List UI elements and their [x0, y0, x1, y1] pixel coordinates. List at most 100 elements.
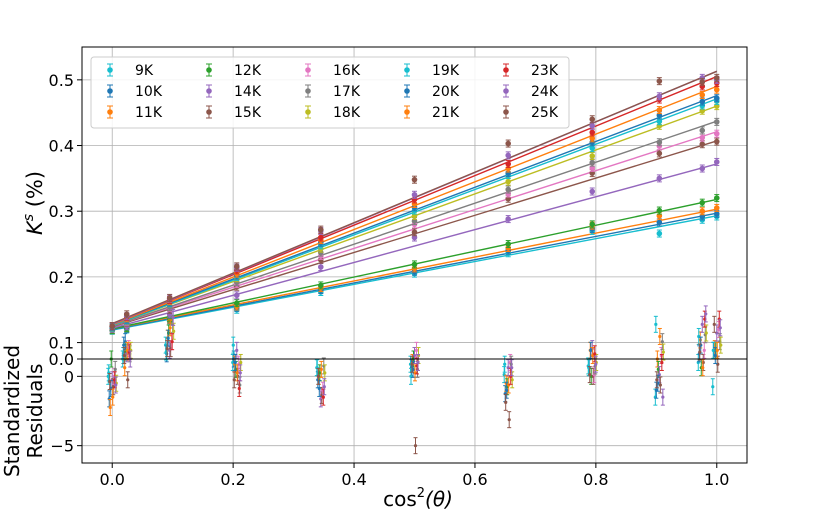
residual-point-23K: [660, 360, 664, 365]
fit-line-14K: [112, 163, 717, 329]
legend-marker-dot-11K: [107, 109, 113, 115]
legend-marker-dot-17K: [305, 88, 311, 94]
data-point-25K: [233, 263, 240, 270]
legend-label-10K: 10K: [135, 84, 163, 100]
residual-point-18K: [661, 350, 665, 354]
residual-point-18K: [510, 378, 514, 382]
data-point-23K: [317, 234, 324, 241]
residual-point-14K: [235, 348, 239, 352]
residual-point-19K: [231, 343, 235, 347]
legend-marker-dot-16K: [305, 67, 311, 73]
legend: 9K 10K 11K 12K 14K 15K 16K 17K 18K 19K 20K 21K 23K 24…: [90, 56, 570, 129]
data-point-24K: [411, 191, 418, 198]
residual-point-18K: [323, 371, 327, 375]
bottom-panel: 0.00−5 0.0 0.2 0.4 0.6 0.8 1.0 Standardized R…: [0, 305, 748, 511]
residual-point-17K: [113, 367, 117, 371]
residual-point-25K: [712, 322, 716, 326]
residual-point-23K: [170, 340, 174, 344]
legend-marker-dot-10K: [107, 88, 113, 94]
data-point-25K: [505, 140, 512, 147]
data-point-21K: [713, 86, 720, 93]
residual-point-16K: [414, 348, 419, 352]
residual-point-21K: [715, 348, 719, 352]
residual-point-23K: [237, 386, 241, 391]
legend-label-14K: 14K: [234, 84, 262, 100]
data-point-21K: [699, 92, 706, 98]
legend-marker-dot-20K: [404, 88, 410, 94]
residual-point-15K: [126, 378, 130, 382]
residual-point-18K: [719, 343, 723, 347]
residual-point-23K: [321, 395, 325, 399]
residual-point-20K: [713, 353, 717, 358]
data-point-14K: [656, 175, 663, 182]
residual-point-25K: [122, 353, 126, 358]
residual-point-23K: [593, 352, 597, 356]
residual-point-21K: [319, 367, 323, 371]
legend-label-15K: 15K: [234, 105, 262, 121]
residual-point-19K: [654, 322, 658, 326]
data-point-12K: [713, 195, 720, 201]
legend-marker-dot-15K: [206, 109, 212, 115]
residual-point-24K: [510, 366, 514, 370]
data-point-25K: [656, 78, 663, 84]
legend-marker-dot-18K: [305, 109, 311, 115]
legend-label-21K: 21K: [432, 105, 460, 121]
data-point-25K: [699, 79, 706, 85]
data-point-14K: [589, 188, 596, 195]
residual-point-15K: [658, 383, 662, 387]
legend-label-17K: 17K: [333, 84, 361, 100]
data-point-14K: [233, 292, 240, 299]
legend-label-12K: 12K: [234, 63, 262, 79]
residual-point-25K: [504, 400, 508, 404]
residual-point-24K: [322, 385, 326, 389]
legend-marker-dot-23K: [503, 67, 509, 73]
data-point-14K: [699, 165, 706, 172]
residual-point-25K: [588, 373, 592, 377]
bottom-x-ticks: 0.0 0.2 0.4 0.6 0.8 1.0: [100, 463, 729, 489]
data-point-17K: [656, 139, 663, 146]
top-y-tick-label: 0.3: [49, 202, 74, 221]
data-point-25K: [166, 295, 173, 301]
legend-marker-dot-24K: [503, 88, 509, 94]
data-point-11K: [713, 205, 720, 211]
legend-label-20K: 20K: [432, 84, 460, 100]
data-point-20K: [713, 95, 720, 102]
data-point-10K: [713, 211, 720, 217]
data-point-12K: [656, 207, 663, 214]
residual-point-20K: [589, 348, 593, 352]
residual-point-25K: [655, 378, 659, 382]
bottom-y-axis-label-line2: Residuals: [23, 364, 47, 459]
residual-point-15K: [507, 418, 511, 422]
residual-point-15K: [701, 360, 705, 365]
residual-point-18K: [239, 360, 243, 365]
bottom-y-tick-label: −5: [50, 437, 74, 456]
top-y-tick-label: 0.4: [49, 137, 74, 156]
data-point-12K: [317, 282, 324, 289]
data-point-14K: [505, 216, 512, 222]
top-panel: 0.1 0.2 0.3 0.4 0.5 Ks (%) 9K 10K 11K 12K 14K 15K…: [21, 46, 748, 360]
data-point-21K: [656, 107, 663, 113]
residual-point-20K: [166, 336, 170, 340]
data-point-25K: [713, 75, 720, 81]
data-point-9K: [656, 230, 663, 237]
top-data-points: [109, 73, 720, 335]
data-point-16K: [699, 134, 706, 141]
bottom-y-axis-label-line1: Standardized: [0, 345, 24, 477]
residual-point-12K: [318, 371, 322, 375]
data-point-15K: [713, 138, 720, 145]
legend-marker-dot-14K: [206, 88, 212, 94]
data-point-20K: [699, 98, 706, 105]
residual-point-24K: [594, 362, 598, 366]
bottom-residual-points: [106, 305, 723, 455]
top-y-axis-label: Ks (%): [21, 171, 47, 235]
residual-point-21K: [701, 366, 705, 370]
legend-marker-dot-9K: [107, 67, 113, 73]
bottom-plot-frame: [81, 358, 748, 464]
data-point-24K: [589, 123, 596, 129]
data-point-15K: [411, 229, 418, 236]
legend-label-24K: 24K: [531, 84, 559, 100]
data-point-17K: [713, 119, 720, 125]
top-y-tick-label: 0.2: [49, 268, 74, 287]
residual-point-19K: [711, 348, 715, 352]
residual-point-18K: [172, 329, 176, 333]
